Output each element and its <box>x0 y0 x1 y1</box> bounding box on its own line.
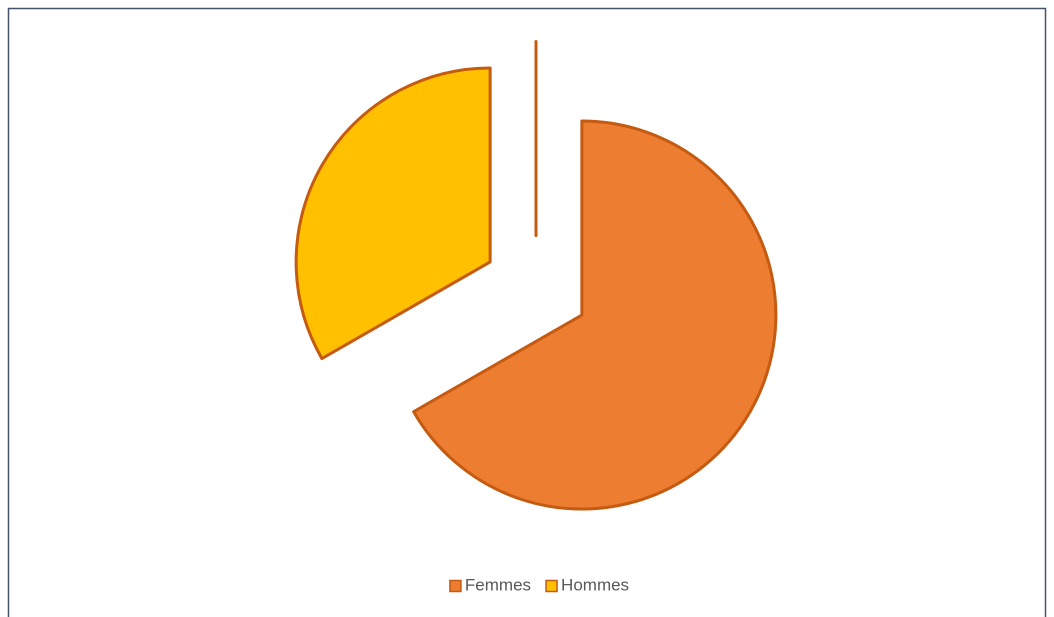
legend-swatch <box>545 579 558 593</box>
legend-swatch <box>449 579 462 593</box>
pie-slice <box>294 66 492 361</box>
legend-label: Hommes <box>561 575 629 594</box>
pie-slice <box>412 119 778 511</box>
chart-frame <box>7 7 1047 617</box>
legend-label: Femmes <box>465 575 531 594</box>
